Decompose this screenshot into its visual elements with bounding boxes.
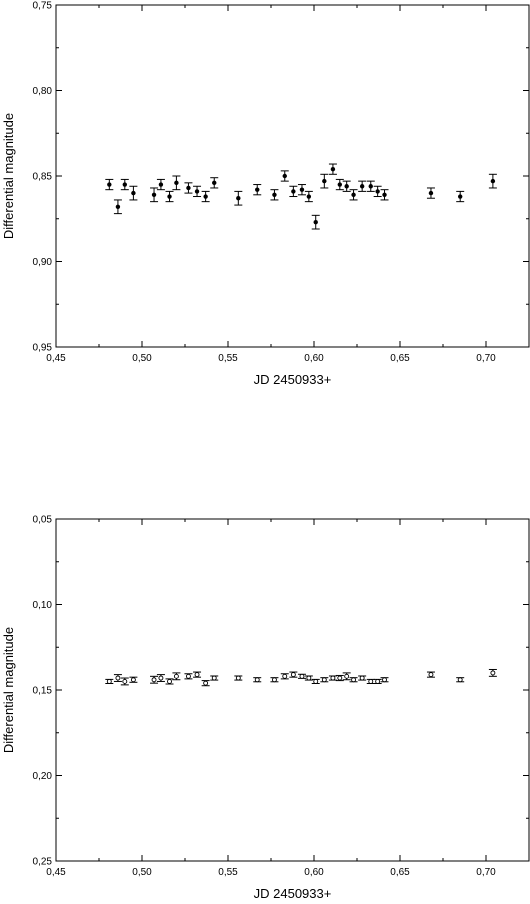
data-point — [122, 679, 128, 684]
data-point — [173, 673, 179, 679]
data-point — [211, 675, 217, 681]
data-point — [167, 679, 172, 684]
data-point — [428, 190, 434, 196]
data-point — [322, 178, 327, 184]
data-point — [368, 184, 373, 189]
data-point — [290, 672, 296, 678]
y-tick-label: 0,25 — [33, 857, 53, 868]
x-tick-label: 0,45 — [46, 867, 66, 878]
x-axis-label: JD 2450933+ — [254, 372, 332, 387]
data-point — [255, 187, 260, 192]
y-axis-label: Differential magnitude — [1, 627, 16, 753]
data-point — [185, 673, 191, 679]
x-tick-label: 0,65 — [390, 353, 410, 364]
data-point — [194, 672, 200, 678]
data-point — [306, 675, 312, 681]
x-tick-label: 0,65 — [390, 867, 410, 878]
y-tick-label: 0,15 — [33, 686, 53, 697]
x-axis-label: JD 2450933+ — [254, 886, 332, 901]
x-tick-label: 0,70 — [476, 867, 496, 878]
data-point — [457, 677, 463, 683]
y-tick-label: 0,20 — [33, 771, 53, 782]
data-point — [131, 190, 136, 196]
data-point — [115, 675, 121, 681]
data-point — [151, 677, 157, 683]
data-point — [359, 675, 365, 681]
data-point — [382, 192, 387, 198]
data-point — [375, 189, 380, 194]
data-point — [306, 194, 312, 199]
x-tick-label: 0,50 — [132, 867, 152, 878]
y-tick-label: 0,05 — [33, 515, 53, 526]
y-tick-label: 0,80 — [33, 86, 53, 97]
x-tick-label: 0,55 — [218, 867, 238, 878]
data-point — [254, 677, 260, 683]
x-tick-label: 0,70 — [476, 353, 496, 364]
data-point — [344, 673, 350, 679]
x-tick-label: 0,60 — [304, 353, 324, 364]
data-point — [351, 192, 356, 198]
data-point — [458, 194, 463, 199]
data-point — [337, 182, 342, 187]
x-tick-label: 0,50 — [132, 353, 152, 364]
top-panel: 0,45 0,50 0,55 0,60 0,65 0,70 0,75 0,80 0,85 0,90… — [1, 1, 530, 387]
data-point — [321, 677, 327, 683]
data-point — [368, 679, 374, 684]
data-point — [291, 189, 296, 194]
data-point — [194, 189, 200, 194]
data-point — [382, 677, 387, 683]
data-point — [299, 187, 305, 192]
data-point — [203, 194, 208, 199]
data-point — [115, 204, 121, 209]
data-point — [174, 180, 179, 186]
y-tick-label: 0,90 — [33, 257, 53, 268]
data-point — [186, 185, 191, 191]
data-point — [313, 219, 318, 225]
data-point — [313, 679, 319, 684]
data-point — [299, 673, 305, 679]
data-point — [490, 178, 496, 184]
data-point — [330, 166, 336, 172]
bottom-panel: 0,45 0,50 0,55 0,60 0,65 0,70 0,05 0,10 0,15 0,20… — [1, 515, 530, 901]
data-point — [282, 173, 287, 179]
data-point — [203, 680, 209, 686]
y-tick-label: 0,95 — [33, 343, 53, 354]
x-tick-label: 0,55 — [218, 353, 238, 364]
y-tick-label: 0,85 — [33, 172, 53, 183]
data-point — [235, 675, 241, 681]
data-point — [122, 182, 128, 187]
data-point — [375, 679, 381, 684]
data-point — [151, 192, 157, 198]
data-point — [158, 182, 164, 187]
data-point — [359, 184, 365, 189]
y-tick-label: 0,10 — [33, 600, 53, 611]
data-point — [167, 194, 172, 199]
data-point — [106, 679, 112, 684]
x-tick-label: 0,60 — [304, 867, 324, 878]
data-point — [337, 675, 343, 681]
y-axis-label: Differential magnitude — [1, 113, 16, 239]
plot-frame — [55, 518, 530, 862]
data-point — [212, 180, 217, 186]
data-point — [282, 673, 288, 679]
plot-frame — [55, 4, 530, 348]
data-point — [236, 196, 241, 201]
data-point — [158, 675, 164, 681]
data-point — [271, 677, 277, 683]
data-point — [351, 677, 357, 683]
data-point — [107, 182, 112, 187]
y-tick-label: 0,75 — [33, 1, 53, 12]
data-point — [272, 192, 277, 198]
x-tick-label: 0,45 — [46, 353, 66, 364]
data-point — [344, 184, 349, 189]
data-point — [130, 677, 136, 683]
data-point — [428, 672, 434, 678]
data-point — [330, 675, 336, 681]
data-point — [490, 670, 496, 676]
